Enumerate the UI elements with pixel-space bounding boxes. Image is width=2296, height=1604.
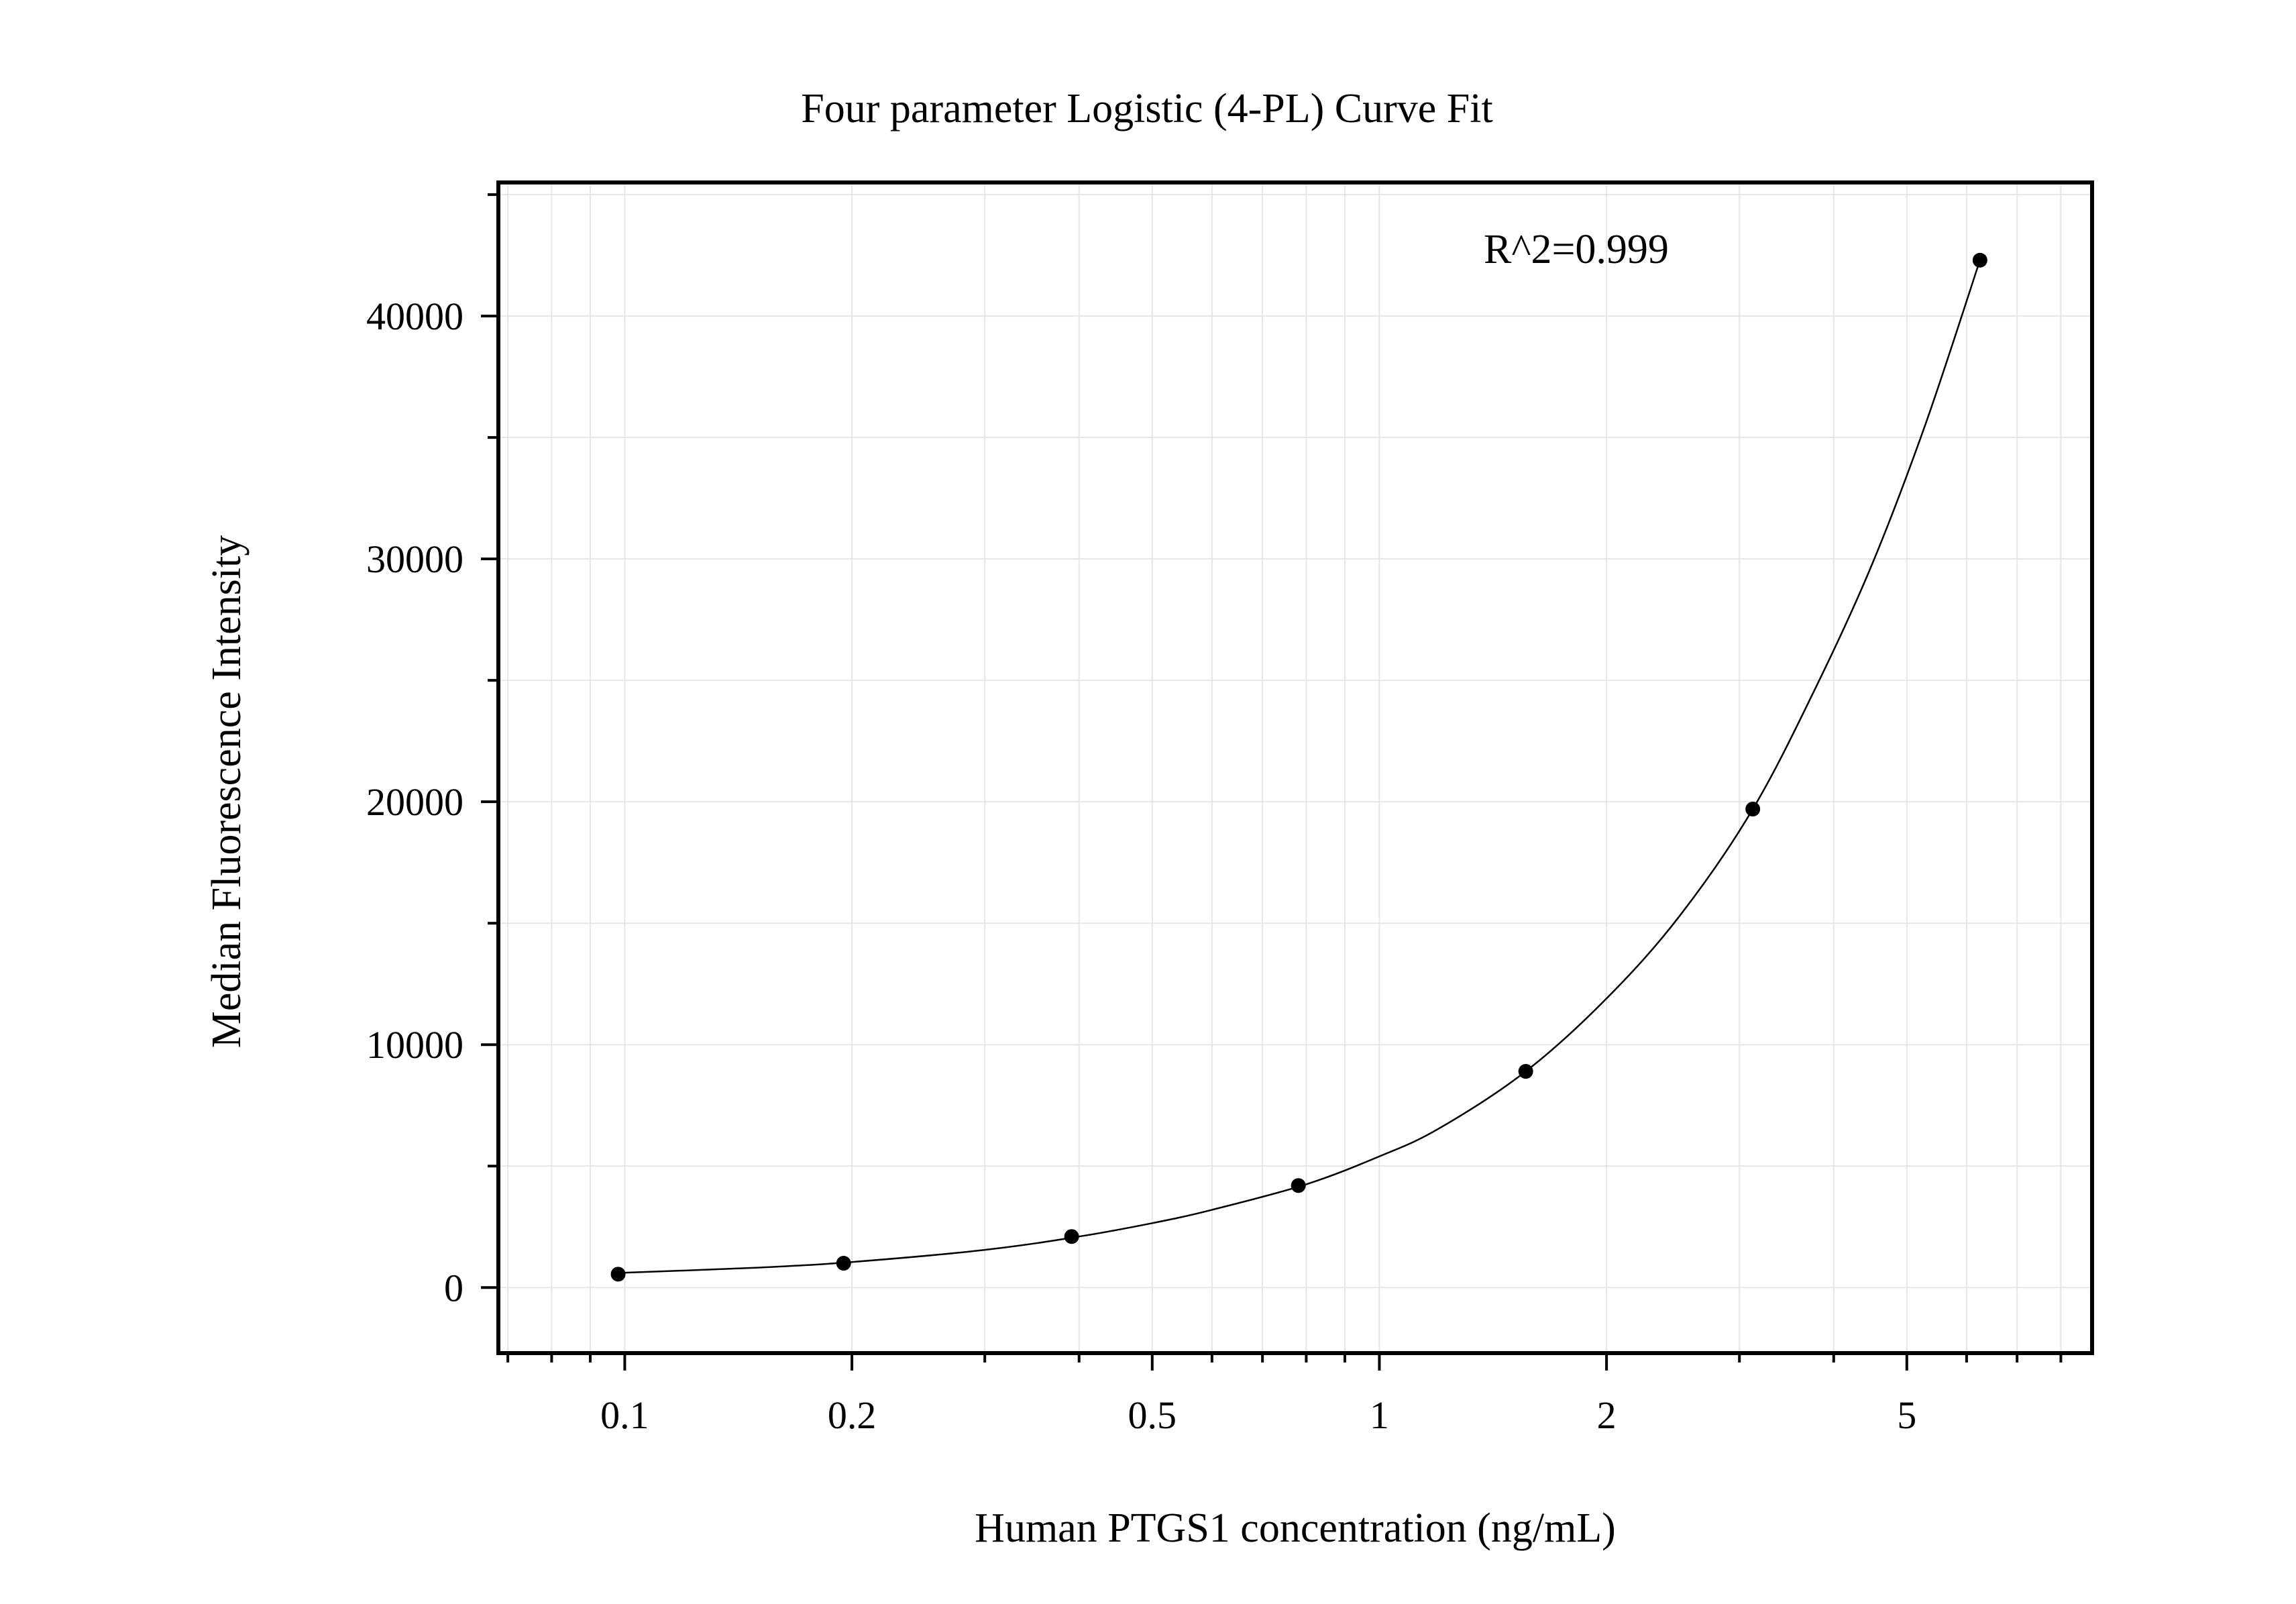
data-point (610, 1267, 626, 1282)
x-tick-label: 2 (1597, 1393, 1617, 1437)
fit-curve (618, 260, 1981, 1274)
x-axis-label: Human PTGS1 concentration (ng/mL) (975, 1505, 1616, 1551)
x-tick-label: 0.2 (828, 1393, 877, 1437)
x-tick-label: 1 (1370, 1393, 1389, 1437)
data-point (1291, 1178, 1306, 1193)
x-tick-label: 0.5 (1128, 1393, 1177, 1437)
data-point (1745, 802, 1761, 817)
y-tick-label: 40000 (366, 295, 463, 338)
data-point (836, 1256, 851, 1271)
r-squared-annotation: R^2=0.999 (1484, 227, 1669, 272)
plot-frame (496, 180, 2094, 1355)
grid (498, 182, 2092, 1353)
axes: 0.1 0.2 0.5 1 2 5 0 10000 20000 30000 40000 (366, 193, 2063, 1437)
y-tick-label: 30000 (366, 537, 463, 581)
data-point (1518, 1064, 1533, 1079)
y-tick-label: 10000 (366, 1023, 463, 1067)
chart-title: Four parameter Logistic (4-PL) Curve Fit (801, 86, 1492, 131)
y-axis-label: Median Fluorescence Intensity (204, 535, 250, 1048)
y-tick-label: 20000 (366, 780, 463, 824)
x-tick-label: 5 (1897, 1393, 1916, 1437)
x-tick-label: 0.1 (600, 1393, 649, 1437)
data-point (1972, 252, 1987, 268)
data-points (610, 252, 1987, 1282)
data-point (1064, 1229, 1079, 1244)
y-tick-label: 0 (444, 1266, 463, 1309)
fit-curve-layer (618, 260, 1981, 1274)
